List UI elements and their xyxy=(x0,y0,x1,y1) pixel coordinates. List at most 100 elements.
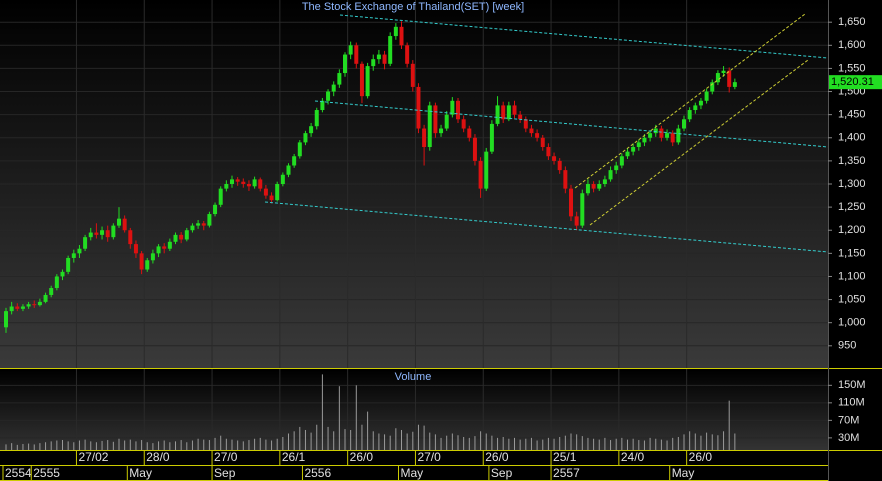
candle-body xyxy=(665,133,670,138)
candle-body xyxy=(456,100,460,120)
candle-body xyxy=(207,214,212,226)
candle-body xyxy=(467,128,472,138)
candle-body xyxy=(263,188,268,196)
candle-body xyxy=(320,100,325,111)
candle-body xyxy=(37,301,42,306)
last-price-box xyxy=(829,75,882,90)
candle-body xyxy=(156,246,161,254)
period-label: May xyxy=(672,466,695,480)
candle-body xyxy=(371,59,376,67)
candle-body xyxy=(427,105,432,148)
candle-body xyxy=(4,311,8,328)
candle-body xyxy=(331,84,336,92)
y-tick-label: 1,150 xyxy=(838,247,866,259)
x-tick-label: 24/0 xyxy=(621,450,645,464)
trend-lines xyxy=(264,13,829,253)
candle-body xyxy=(83,237,88,249)
candle-body xyxy=(348,45,353,55)
period-label: 2556 xyxy=(304,466,331,480)
candle-body xyxy=(179,234,184,240)
candle-body xyxy=(563,170,568,189)
candle-body xyxy=(246,184,251,187)
candle-body xyxy=(557,160,562,171)
candle-body xyxy=(117,218,121,226)
period-label: 2554 xyxy=(5,466,32,480)
candle-body xyxy=(721,70,726,74)
last-price-label: 1,520.31 xyxy=(831,76,874,88)
channel-line xyxy=(574,13,806,189)
y-tick-label: 150M xyxy=(838,379,866,391)
candle-body xyxy=(111,225,116,238)
candle-body xyxy=(450,100,455,115)
x-tick-label: 27/0 xyxy=(417,450,441,464)
x-tick-label: 28/0 xyxy=(146,450,170,464)
period-label: May xyxy=(129,466,152,480)
candle-body xyxy=(653,128,658,134)
candle-body xyxy=(704,91,709,101)
y-tick-label: 1,450 xyxy=(838,109,866,121)
candle-body xyxy=(167,241,172,249)
candle-body xyxy=(241,181,246,184)
x-tick-label: 26/1 xyxy=(282,450,306,464)
candle-body xyxy=(292,156,297,166)
volume-title: Volume xyxy=(395,371,432,383)
candle-body xyxy=(614,165,619,171)
axis: 950 1,000 1,050 1,100 1,150 1,200 1,250 1,300 1,… xyxy=(2,16,882,480)
y-tick-label: 1,300 xyxy=(838,178,866,190)
candle-body xyxy=(252,179,257,187)
y-tick-label: 110M xyxy=(838,397,865,409)
chart-title: The Stock Exchange of Thailand(SET) [wee… xyxy=(302,1,524,13)
candle-body xyxy=(162,246,167,249)
candle-body xyxy=(472,137,477,161)
candle-body xyxy=(608,170,613,180)
candle-body xyxy=(20,306,25,309)
candle-body xyxy=(591,184,596,189)
candle-body xyxy=(77,248,82,254)
y-tick-label: 1,200 xyxy=(838,224,866,236)
candle-body xyxy=(682,119,686,129)
candle-body xyxy=(393,26,398,37)
candle-body xyxy=(625,151,630,157)
y-tick-label: 1,350 xyxy=(838,155,866,167)
candle-body xyxy=(309,126,314,134)
candle-body xyxy=(286,165,291,175)
candle-body xyxy=(388,36,393,64)
candle-body xyxy=(269,195,274,201)
candle-body xyxy=(122,218,127,231)
candle-body xyxy=(9,306,14,312)
candle-body xyxy=(710,82,715,92)
candle-body xyxy=(580,193,585,226)
candle-body xyxy=(280,174,285,184)
y-tick-label: 30M xyxy=(838,432,859,444)
y-tick-label: 1,400 xyxy=(838,132,866,144)
candle-body xyxy=(439,128,444,134)
candle-body xyxy=(297,142,302,157)
candle-body xyxy=(732,82,737,87)
candle-body xyxy=(659,128,664,138)
candle-body xyxy=(224,184,229,189)
candle-body xyxy=(66,257,71,272)
y-tick-label: 70M xyxy=(838,414,859,426)
candle-body xyxy=(337,73,342,85)
candle-body xyxy=(574,216,579,226)
candle-body xyxy=(636,142,641,148)
channel-line xyxy=(264,201,829,253)
candle-body xyxy=(326,91,331,101)
candle-body xyxy=(376,54,381,60)
period-label: Sep xyxy=(491,466,513,480)
candle-body xyxy=(715,73,720,83)
candle-body xyxy=(495,105,500,124)
candle-body xyxy=(642,137,647,143)
candle-body xyxy=(105,230,110,238)
candle-body xyxy=(602,179,607,184)
x-tick-label: 26/0 xyxy=(350,450,374,464)
candle-body xyxy=(100,230,105,235)
candle-body xyxy=(518,114,523,120)
candle-body xyxy=(698,100,703,106)
candle-body xyxy=(399,26,404,46)
candle-body xyxy=(54,276,59,289)
candle-body xyxy=(133,244,138,254)
candle-body xyxy=(727,70,732,87)
